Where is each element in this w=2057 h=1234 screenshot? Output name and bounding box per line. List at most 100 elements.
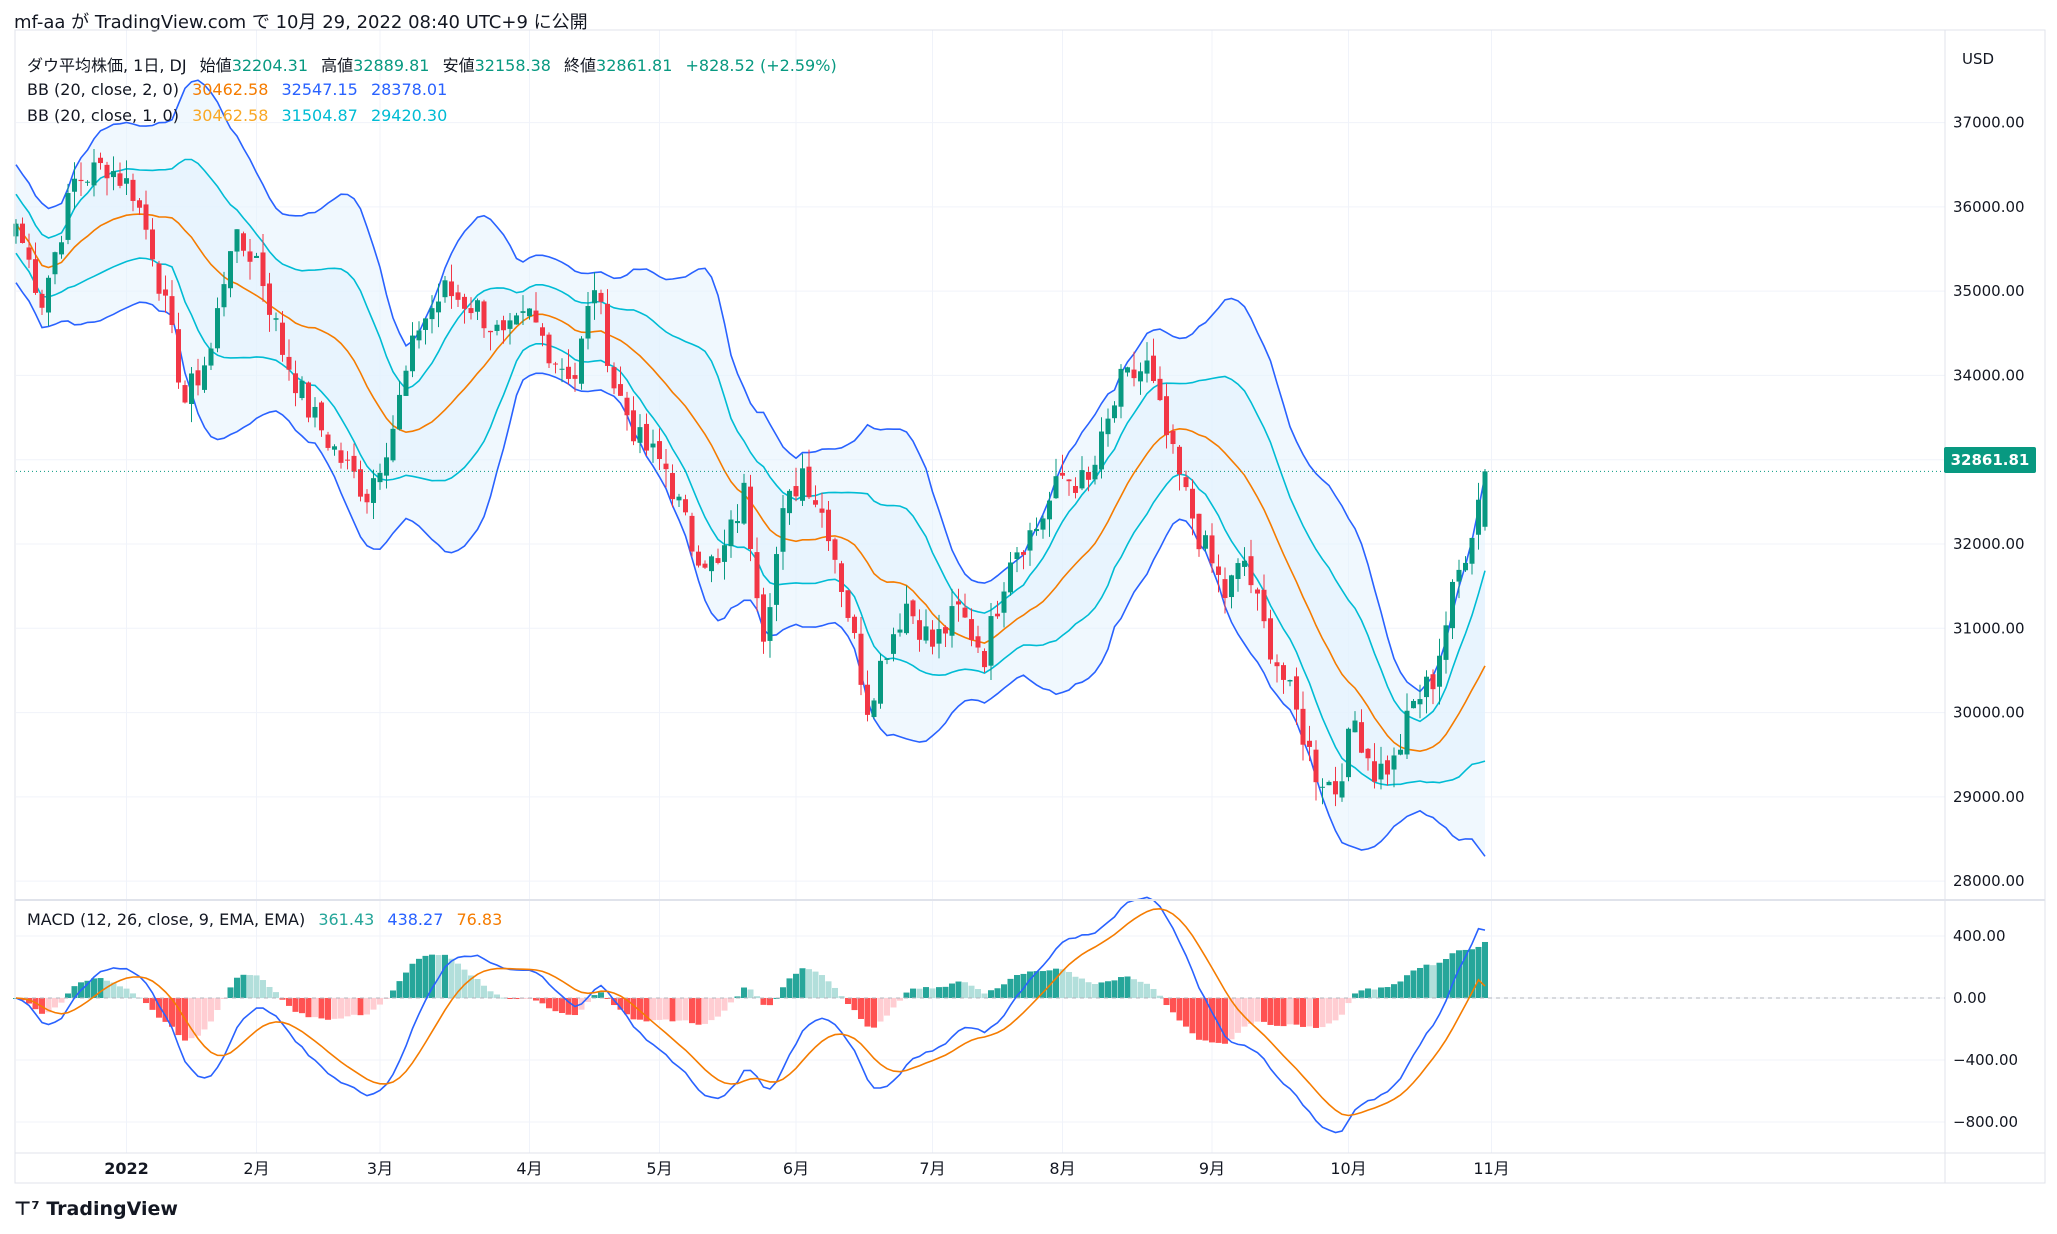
macd-histogram-bar — [1098, 982, 1105, 998]
macd-histogram-bar — [760, 998, 767, 1005]
candle — [1021, 552, 1026, 555]
candle — [1430, 674, 1436, 690]
candle — [364, 493, 370, 503]
price-tick-label: 35000.00 — [1953, 282, 2025, 300]
macd-histogram-bar — [149, 998, 156, 1010]
candle — [1456, 569, 1462, 582]
candle — [449, 281, 454, 297]
macd-histogram-bar — [91, 978, 97, 998]
macd-histogram-bar — [942, 986, 949, 998]
macd-histogram-bar — [1001, 984, 1007, 998]
macd-histogram-bar — [1326, 998, 1332, 1024]
macd-histogram-bar — [1183, 998, 1189, 1027]
macd-histogram-bar — [351, 998, 357, 1015]
macd-histogram-bar — [195, 998, 201, 1036]
candle — [338, 450, 344, 463]
price-tick-label: 37000.00 — [1953, 114, 2025, 132]
candle — [722, 545, 727, 562]
time-tick-label: 2月 — [243, 1159, 269, 1178]
candle — [1196, 513, 1202, 550]
candle — [1339, 781, 1345, 798]
macd-histogram-bar — [318, 998, 325, 1019]
candle — [774, 554, 779, 605]
candle — [351, 455, 357, 472]
candle — [1469, 537, 1475, 564]
candle — [228, 251, 233, 289]
macd-histogram-bar — [416, 958, 422, 998]
candle — [878, 660, 883, 704]
macd-histogram-bar — [1267, 998, 1274, 1025]
macd-histogram-bar — [156, 998, 162, 1018]
candle — [429, 308, 435, 320]
macd-histogram-bar — [994, 988, 1001, 998]
candle — [585, 306, 591, 339]
macd-histogram-bar — [663, 998, 669, 1020]
macd-histogram-bar — [767, 998, 773, 1006]
macd-histogram-bar — [1306, 998, 1313, 1027]
candle — [715, 558, 721, 563]
legend-low: 32158.38 — [474, 56, 551, 75]
macd-histogram-bar — [741, 987, 747, 998]
candle — [293, 373, 298, 394]
last-price-tag: 32861.81 — [1944, 447, 2036, 473]
macd-histogram-bar — [279, 998, 286, 1000]
candle — [735, 521, 740, 524]
macd-histogram-bar — [1085, 982, 1092, 998]
legend-macd: MACD (12, 26, close, 9, EMA, EMA) 361.43… — [27, 910, 510, 929]
time-tick-label: 5月 — [646, 1159, 672, 1178]
candle — [806, 466, 812, 498]
candle — [208, 348, 214, 366]
macd-histogram-bar — [429, 954, 435, 998]
candle — [1001, 591, 1007, 613]
candle — [572, 375, 578, 379]
macd-histogram-bar — [1449, 953, 1456, 998]
macd-histogram-bar — [468, 975, 474, 998]
macd-histogram-bar — [689, 998, 695, 1024]
candle — [891, 634, 896, 654]
candle — [442, 280, 448, 298]
legend-bb1-basis: 30462.58 — [192, 106, 269, 125]
candle — [975, 636, 981, 648]
candle — [1040, 518, 1046, 530]
macd-histogram-bar — [1254, 998, 1261, 1022]
macd-histogram-bar — [897, 998, 903, 1001]
macd-histogram-bar — [500, 997, 507, 999]
macd-histogram-bar — [656, 998, 663, 1020]
macd-histogram-bar — [234, 977, 240, 998]
macd-histogram-bar — [253, 975, 260, 998]
candle — [247, 251, 253, 262]
candle — [501, 320, 506, 331]
candle — [189, 373, 194, 404]
macd-histogram-bar — [1417, 967, 1423, 998]
price-tick-label: 29000.00 — [1953, 788, 2025, 806]
candle — [26, 247, 32, 260]
macd-histogram-bar — [370, 998, 377, 1010]
candle — [221, 284, 227, 308]
macd-histogram-bar — [565, 998, 572, 1015]
macd-histogram-bar — [1443, 959, 1449, 998]
candle — [553, 363, 558, 365]
candle — [969, 619, 974, 640]
candle — [1411, 700, 1416, 709]
macd-histogram-bar — [130, 993, 136, 998]
macd-histogram-bar — [266, 987, 273, 998]
macd-histogram-bar — [851, 998, 858, 1011]
macd-histogram-bar — [838, 996, 845, 998]
candle — [741, 482, 747, 524]
macd-histogram-bar — [1092, 984, 1098, 998]
macd-histogram-bar — [331, 998, 338, 1019]
macd-histogram-bar — [695, 998, 702, 1025]
macd-histogram-bar — [799, 968, 806, 998]
legend-low-label: 安値 — [442, 56, 475, 75]
candle — [286, 356, 292, 370]
macd-histogram-bar — [871, 998, 877, 1028]
candle — [1014, 552, 1020, 560]
macd-tick-label: −800.00 — [1953, 1113, 2018, 1131]
legend-close: 32861.81 — [596, 56, 673, 75]
candle — [923, 626, 929, 641]
candle — [787, 490, 792, 514]
candle — [397, 394, 402, 430]
candle — [1385, 760, 1390, 775]
time-tick-label: 3月 — [367, 1159, 393, 1178]
